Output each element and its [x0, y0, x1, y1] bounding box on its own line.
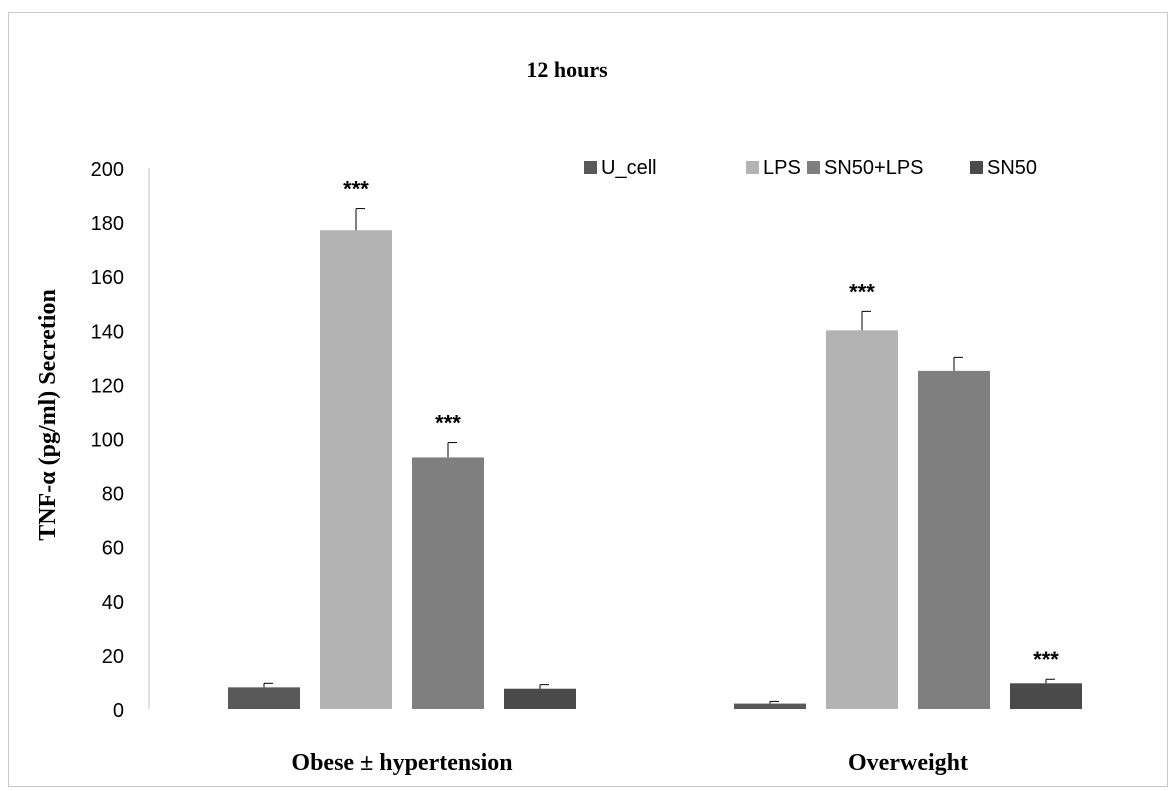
x-category-label: Obese ± hypertension: [291, 750, 512, 776]
y-tick-label: 200: [91, 159, 124, 181]
chart-title: 12 hours: [526, 57, 608, 82]
legend-swatch: [970, 161, 983, 174]
y-tick-labels: 0 20 40 60 80 100 120 140 160 180 200: [91, 159, 124, 722]
legend-swatch: [746, 161, 759, 174]
significance-label: ***: [343, 177, 369, 202]
legend-label: SN50: [987, 157, 1037, 179]
bar: [1010, 683, 1082, 709]
y-tick-label: 0: [113, 700, 124, 722]
y-tick-label: 140: [91, 321, 124, 343]
significance-label: ***: [849, 279, 875, 304]
y-tick-label: 100: [91, 430, 124, 452]
bar: [320, 230, 392, 709]
bar: [504, 688, 576, 709]
bar: [228, 687, 300, 709]
y-tick-label: 160: [91, 267, 124, 289]
bar: [918, 370, 990, 709]
y-tick-label: 180: [91, 213, 124, 235]
y-tick-label: 80: [102, 484, 124, 506]
bar-chart: 12 hours TNF-α (pg/ml) Secretion 0 20 40 60…: [35, 57, 1082, 776]
y-axis-label: TNF-α (pg/ml) Secretion: [35, 289, 61, 541]
x-category-label: Overweight: [848, 750, 968, 776]
bar: [826, 330, 898, 709]
y-tick-label: 120: [91, 375, 124, 397]
y-tick-label: 20: [102, 646, 124, 668]
legend-swatch: [584, 161, 597, 174]
bars: *** *** *** ***: [228, 177, 1082, 709]
y-tick-label: 60: [102, 538, 124, 560]
legend-swatch: [807, 161, 820, 174]
x-category-labels: Obese ± hypertension Overweight: [291, 750, 968, 776]
chart-frame: 12 hours TNF-α (pg/ml) Secretion 0 20 40 60…: [8, 12, 1168, 787]
y-tick-label: 40: [102, 592, 124, 614]
significance-label: ***: [435, 411, 461, 436]
legend-label: U_cell: [601, 157, 657, 179]
legend: U_cell LPS SN50+LPS SN50: [584, 157, 1037, 179]
legend-label: LPS: [763, 157, 801, 179]
bar: [412, 457, 484, 709]
bar: [734, 703, 806, 709]
significance-label: ***: [1033, 647, 1059, 672]
legend-label: SN50+LPS: [824, 157, 924, 179]
